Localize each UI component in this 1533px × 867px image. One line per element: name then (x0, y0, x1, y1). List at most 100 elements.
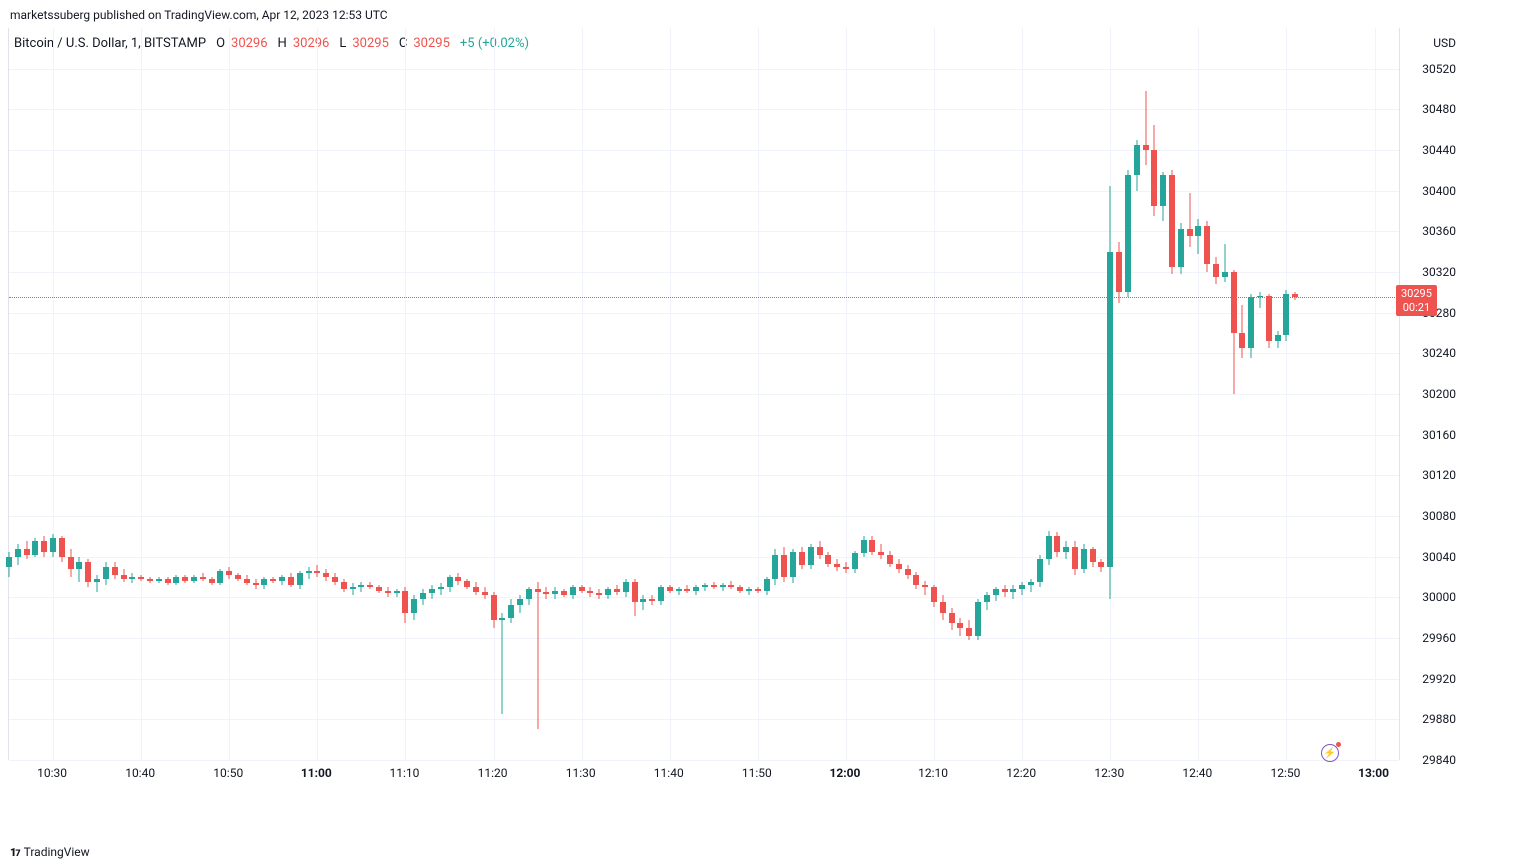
candle (1046, 28, 1052, 760)
candle (975, 28, 981, 760)
candle (755, 28, 761, 760)
candle (121, 28, 127, 760)
candle (711, 28, 717, 760)
x-tick-label: 12:50 (1271, 766, 1301, 780)
y-tick-label: 30320 (1422, 265, 1456, 279)
candle (1169, 28, 1175, 760)
candle (1195, 28, 1201, 760)
candle (1134, 28, 1140, 760)
candle (640, 28, 646, 760)
candle (1072, 28, 1078, 760)
candle (499, 28, 505, 760)
candle (535, 28, 541, 760)
candle (367, 28, 373, 760)
price-axis[interactable]: USD 298402988029920299603000030040300803… (1400, 28, 1460, 760)
candle (728, 28, 734, 760)
candle (772, 28, 778, 760)
candle (350, 28, 356, 760)
candle (209, 28, 215, 760)
x-tick-label: 11:40 (654, 766, 684, 780)
candle (869, 28, 875, 760)
candle (623, 28, 629, 760)
candle (165, 28, 171, 760)
y-tick-label: 30480 (1422, 102, 1456, 116)
candle (1098, 28, 1104, 760)
y-tick-label: 30160 (1422, 428, 1456, 442)
candle (737, 28, 743, 760)
x-tick-label: 11:10 (390, 766, 420, 780)
y-tick-label: 30400 (1422, 184, 1456, 198)
candle (429, 28, 435, 760)
brand-text: TradingView (24, 845, 90, 859)
current-price-badge: 3029500:21 (1396, 285, 1437, 315)
candle (605, 28, 611, 760)
candle (376, 28, 382, 760)
candle (1125, 28, 1131, 760)
candle (684, 28, 690, 760)
candle (491, 28, 497, 760)
candle (552, 28, 558, 760)
candle (217, 28, 223, 760)
y-tick-label: 30520 (1422, 62, 1456, 76)
x-tick-label: 11:50 (742, 766, 772, 780)
branding-footer: 17 TradingView (10, 845, 90, 859)
y-axis-unit: USD (1433, 36, 1456, 50)
candle (649, 28, 655, 760)
candle (200, 28, 206, 760)
candle (85, 28, 91, 760)
y-tick-label: 30120 (1422, 468, 1456, 482)
candle (103, 28, 109, 760)
candle (957, 28, 963, 760)
candle (561, 28, 567, 760)
x-tick-label: 11:30 (566, 766, 596, 780)
x-tick-label: 12:00 (829, 766, 860, 780)
x-tick-label: 10:30 (37, 766, 67, 780)
candle (896, 28, 902, 760)
price-badge-countdown: 00:21 (1401, 301, 1432, 314)
candle (270, 28, 276, 760)
y-tick-label: 29880 (1422, 712, 1456, 726)
candle (402, 28, 408, 760)
x-tick-label: 12:10 (918, 766, 948, 780)
x-tick-label: 11:00 (301, 766, 332, 780)
candlestick-chart[interactable] (8, 28, 1400, 760)
time-axis[interactable]: 10:3010:4010:5011:0011:1011:2011:3011:40… (8, 760, 1400, 790)
candle (455, 28, 461, 760)
candle (940, 28, 946, 760)
candle (570, 28, 576, 760)
candle (1054, 28, 1060, 760)
candle (1063, 28, 1069, 760)
candle (834, 28, 840, 760)
candle (1275, 28, 1281, 760)
candle (1222, 28, 1228, 760)
candle (922, 28, 928, 760)
candle (15, 28, 21, 760)
gridline-vertical (1375, 28, 1376, 760)
candle (764, 28, 770, 760)
candle (288, 28, 294, 760)
candle (482, 28, 488, 760)
candle (1248, 28, 1254, 760)
candle (1010, 28, 1016, 760)
candle (887, 28, 893, 760)
candle (447, 28, 453, 760)
candle (473, 28, 479, 760)
y-tick-label: 29920 (1422, 672, 1456, 686)
publish-info: marketssuberg published on TradingView.c… (10, 8, 388, 22)
candle (746, 28, 752, 760)
candle (1204, 28, 1210, 760)
candle (1283, 28, 1289, 760)
price-badge-value: 30295 (1401, 287, 1432, 300)
candle (1037, 28, 1043, 760)
candle (1019, 28, 1025, 760)
current-price-line (9, 297, 1399, 298)
candle (76, 28, 82, 760)
candle (1257, 28, 1263, 760)
candle (852, 28, 858, 760)
candle (358, 28, 364, 760)
candle (799, 28, 805, 760)
x-tick-label: 10:40 (125, 766, 155, 780)
candle (32, 28, 38, 760)
candle (59, 28, 65, 760)
candle (949, 28, 955, 760)
